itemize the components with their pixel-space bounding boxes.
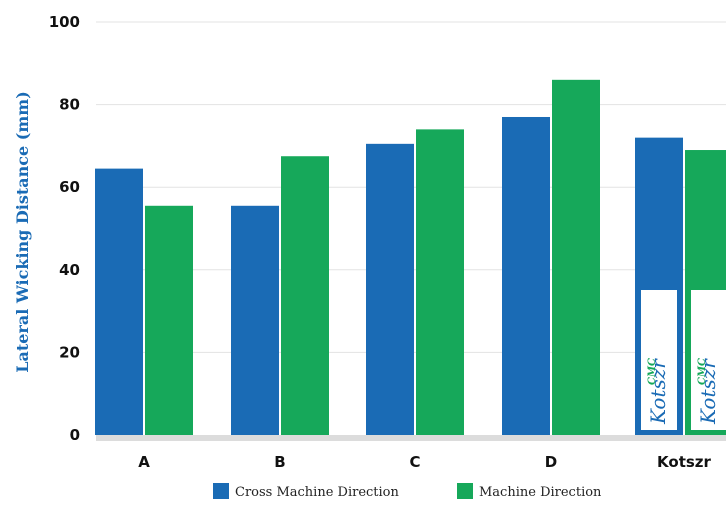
y-tick-label: 0: [70, 426, 80, 444]
axes: 0 20 40 60 80 100 A B C D Kotszr: [49, 13, 726, 471]
x-tick-label: A: [138, 453, 150, 471]
legend-swatch: [213, 483, 229, 499]
x-axis-baseline: [96, 435, 726, 441]
bar-b-machine-direction: [281, 156, 329, 435]
y-axis-label: Lateral Wicking Distance (mm): [13, 91, 32, 373]
x-tick-label: C: [409, 453, 420, 471]
bar-a-cross-machine-direction: [95, 168, 143, 436]
x-tick-label: Kotszr: [657, 453, 711, 471]
legend-label: Cross Machine Direction: [235, 485, 400, 500]
logo-suffix: CMC: [697, 358, 708, 385]
y-tick-label: 80: [59, 96, 80, 114]
y-tick-label: 100: [49, 13, 80, 31]
logo-badge-bg: [691, 290, 726, 430]
y-tick-label: 40: [59, 261, 80, 279]
bar-c-cross-machine-direction: [366, 143, 414, 435]
logo-wordmark: Kotszr: [646, 358, 670, 425]
bar-c-machine-direction: [416, 129, 464, 435]
logo-badge-bg: [641, 290, 677, 430]
legend-swatch: [457, 483, 473, 499]
bar-b-cross-machine-direction: [231, 205, 279, 435]
bar-d-machine-direction: [552, 79, 600, 435]
y-tick-label: 60: [59, 178, 80, 196]
bar-d-cross-machine-direction: [502, 116, 550, 436]
x-tick-label: D: [545, 453, 557, 471]
legend-label: Machine Direction: [479, 485, 602, 500]
logo-wordmark: Kotszr: [696, 358, 720, 425]
x-tick-label: B: [274, 453, 285, 471]
legend: Cross Machine Direction Machine Direction: [213, 483, 602, 500]
bar-a-machine-direction: [145, 205, 193, 435]
logo-suffix: CMC: [647, 358, 658, 385]
y-tick-label: 20: [59, 343, 80, 361]
